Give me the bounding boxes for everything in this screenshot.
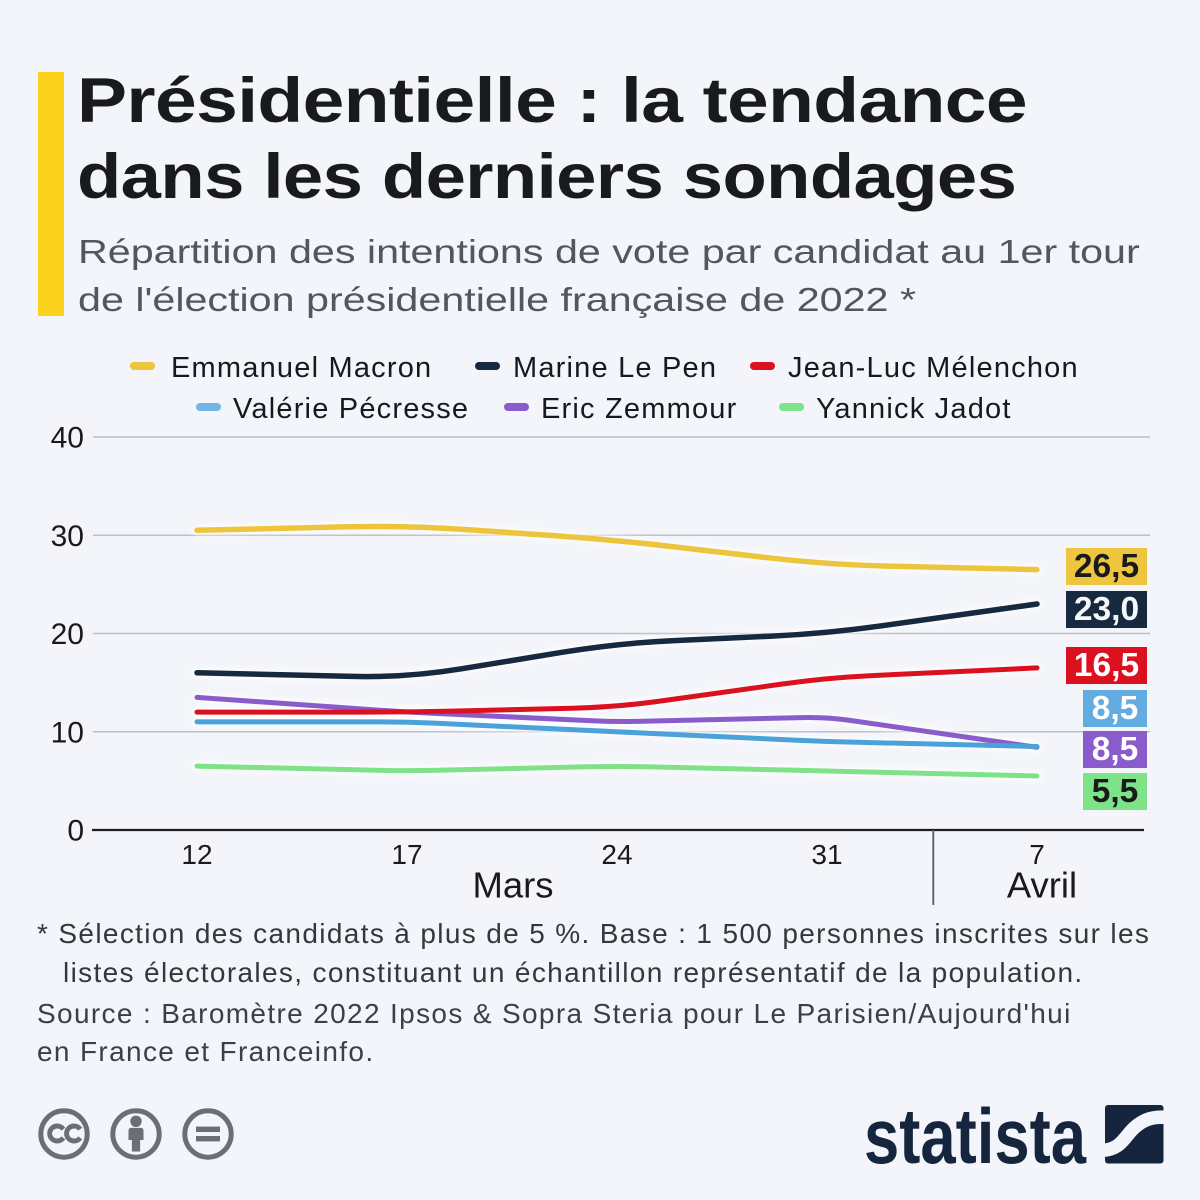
svg-text:17: 17 (391, 839, 422, 870)
svg-text:40: 40 (51, 422, 84, 455)
svg-text:0: 0 (67, 815, 84, 848)
svg-text:12: 12 (181, 839, 212, 870)
svg-text:24: 24 (601, 839, 632, 870)
svg-text:30: 30 (51, 520, 84, 553)
svg-text:7: 7 (1029, 839, 1045, 870)
svg-text:Mars: Mars (472, 865, 553, 906)
svg-text:10: 10 (51, 716, 84, 749)
svg-text:Avril: Avril (1007, 865, 1077, 906)
svg-text:31: 31 (811, 839, 842, 870)
svg-text:20: 20 (51, 618, 84, 651)
svg-text:statista: statista (864, 1092, 1086, 1180)
